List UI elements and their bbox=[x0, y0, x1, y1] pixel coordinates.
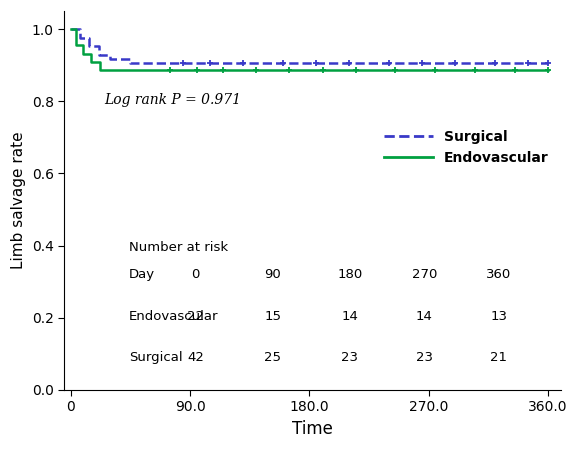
Text: 25: 25 bbox=[264, 351, 281, 364]
Text: 270: 270 bbox=[412, 268, 437, 281]
Text: 90: 90 bbox=[264, 268, 281, 281]
Y-axis label: Limb salvage rate: Limb salvage rate bbox=[11, 132, 26, 269]
Text: 360: 360 bbox=[487, 268, 512, 281]
Text: 13: 13 bbox=[491, 309, 508, 322]
Text: 180: 180 bbox=[337, 268, 362, 281]
Text: Endovascular: Endovascular bbox=[129, 309, 218, 322]
Text: 0: 0 bbox=[191, 268, 200, 281]
Text: Log rank P = 0.971: Log rank P = 0.971 bbox=[104, 93, 241, 107]
Text: Number at risk: Number at risk bbox=[129, 242, 228, 255]
Text: 22: 22 bbox=[187, 309, 204, 322]
Text: 15: 15 bbox=[264, 309, 281, 322]
Text: 21: 21 bbox=[491, 351, 508, 364]
Legend: Surgical, Endovascular: Surgical, Endovascular bbox=[379, 124, 554, 170]
Text: 23: 23 bbox=[342, 351, 358, 364]
Text: 42: 42 bbox=[187, 351, 204, 364]
Text: 14: 14 bbox=[416, 309, 433, 322]
Text: Surgical: Surgical bbox=[129, 351, 182, 364]
Text: 14: 14 bbox=[342, 309, 358, 322]
Text: Day: Day bbox=[129, 268, 155, 281]
X-axis label: Time: Time bbox=[292, 420, 333, 438]
Text: 23: 23 bbox=[416, 351, 433, 364]
